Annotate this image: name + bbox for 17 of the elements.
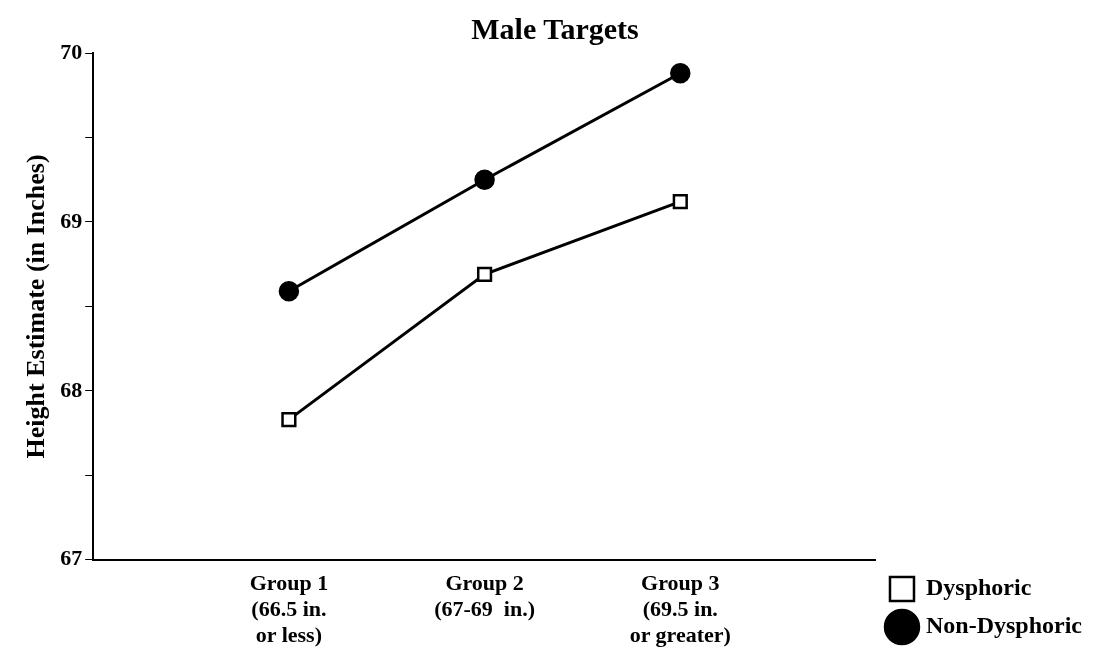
- legend-label: Non-Dysphoric: [925, 612, 1083, 639]
- chart-title: Male Targets: [471, 11, 639, 45]
- y-tick-label: 70: [60, 38, 83, 64]
- point: [474, 169, 495, 190]
- point: [281, 411, 297, 428]
- x-tick-label: Group 2 (67-69 in.): [434, 569, 536, 622]
- y-tick-label: 69: [60, 207, 83, 233]
- point: [278, 280, 300, 302]
- point: [672, 194, 688, 210]
- point: [476, 266, 493, 282]
- x-tick-label: Group 3 (69.5 in. or greater): [629, 569, 731, 648]
- legend-label: Dysphoric: [925, 574, 1032, 601]
- y-axis-title: Height Estimate (in Inches): [21, 154, 51, 459]
- y-tick-label: 67: [60, 545, 83, 571]
- point: [670, 63, 691, 84]
- x-tick-label: Group 1 (66.5 in. or less): [249, 569, 329, 648]
- y-tick-label: 68: [60, 376, 83, 402]
